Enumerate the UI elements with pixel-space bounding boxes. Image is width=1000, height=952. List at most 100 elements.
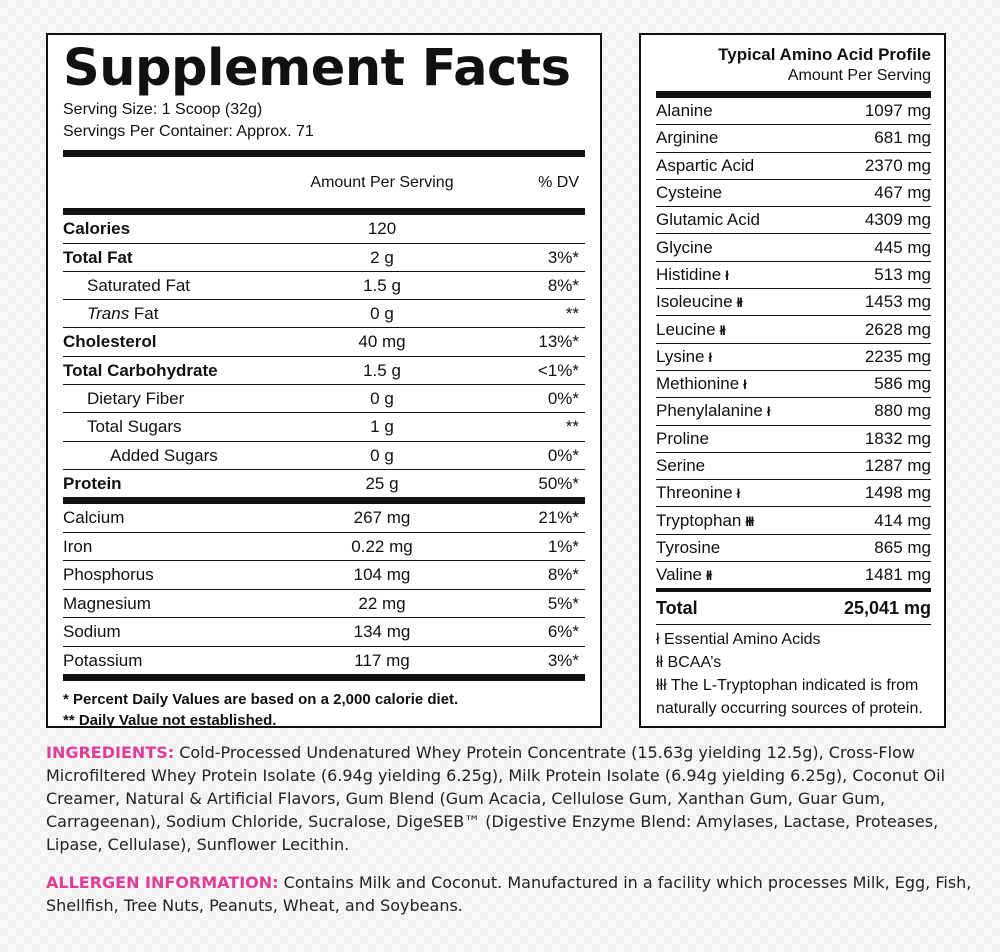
nutrient-name: Total Carbohydrate	[63, 360, 218, 380]
facts-row-added-sugars: Added Sugars 0 g 0%*	[63, 442, 585, 470]
amino-row-leucine: Leucine łł 2628 mg	[656, 316, 931, 344]
amino-total-label: Total	[656, 597, 698, 618]
nutrient-dv: **	[565, 417, 579, 436]
amino-name: Threonine ł	[656, 483, 740, 503]
amino-marker: ł	[766, 404, 771, 420]
amino-value: 4309 mg	[864, 210, 931, 230]
amino-row-proline: Proline 1832 mg	[656, 426, 931, 453]
nutrient-amount: 25 g	[365, 473, 399, 493]
note-bcaa: łł BCAA’s	[656, 654, 722, 672]
nutrient-amount: 0 g	[370, 303, 394, 323]
amino-row-phenylalanine: Phenylalanine ł 880 mg	[656, 398, 931, 426]
amino-row-alanine: Alanine 1097 mg	[656, 98, 931, 126]
facts-row-total-sugars: Total Sugars 1 g **	[63, 413, 585, 442]
nutrient-dv: 0%*	[547, 388, 579, 408]
amino-name: Histidine ł	[656, 264, 729, 284]
amino-marker: łł	[706, 568, 712, 584]
amino-row-tryptophan: Tryptophan łłł 414 mg	[656, 507, 931, 535]
nutrient-amount: 40 mg	[358, 332, 406, 351]
facts-row-total-carbohydrate: Total Carbohydrate 1.5 g <1%*	[63, 357, 585, 385]
amino-value: 586 mg	[874, 374, 931, 394]
mineral-dv: 1%*	[547, 536, 579, 556]
amino-value: 865 mg	[874, 537, 931, 557]
facts-row-cholesterol: Cholesterol 40 mg 13%*	[63, 328, 585, 357]
footnotes: * Percent Daily Values are based on a 2,…	[63, 681, 585, 731]
nutrient-name: Dietary Fiber	[87, 388, 185, 408]
mineral-row: Magnesium 22 mg 5%*	[63, 590, 585, 618]
amino-value: 1498 mg	[864, 483, 931, 503]
mineral-amount: 22 mg	[358, 593, 406, 613]
amino-name: Tryptophan łłł	[656, 510, 754, 530]
nutrient-name: Calories	[63, 219, 131, 238]
nutrient-dv: 0%*	[547, 445, 579, 465]
amino-value: 2370 mg	[864, 155, 931, 175]
nutrient-dv: <1%*	[537, 360, 579, 380]
servings-per-container: Servings Per Container: Approx. 71	[63, 123, 314, 140]
ingredients-label: INGREDIENTS:	[46, 743, 175, 762]
amino-value: 513 mg	[874, 264, 931, 284]
mineral-name: Iron	[63, 536, 93, 556]
amino-row-isoleucine: Isoleucine łł 1453 mg	[656, 289, 931, 317]
nutrient-amount: 2 g	[370, 247, 394, 267]
amino-name: Methionine ł	[656, 374, 747, 394]
allergen-label: ALLERGEN INFORMATION:	[46, 873, 279, 892]
amino-marker: ł	[743, 377, 747, 393]
amino-value: 1287 mg	[864, 456, 931, 475]
nutrient-dv: 3%*	[547, 247, 579, 267]
dv-header: % DV	[538, 173, 579, 191]
amino-marker: łł	[736, 295, 743, 311]
facts-row-dietary-fiber: Dietary Fiber 0 g 0%*	[63, 385, 585, 413]
amino-acid-list: Alanine 1097 mg Arginine 681 mg Aspartic Aci…	[656, 98, 931, 590]
amino-value: 2628 mg	[864, 319, 931, 339]
amino-profile-title: Typical Amino Acid Profile	[718, 45, 931, 64]
thick-divider	[63, 208, 585, 215]
nutrient-dv: 50%*	[538, 473, 579, 493]
amino-name: Isoleucine łł	[656, 292, 743, 312]
facts-row-trans-fat: Trans Fat 0 g **	[63, 300, 585, 328]
amino-row-serine: Serine 1287 mg	[656, 453, 931, 481]
amino-row-arginine: Arginine 681 mg	[656, 125, 931, 153]
supplement-facts-title: Supplement Facts	[63, 39, 571, 98]
amino-name: Aspartic Acid	[656, 155, 755, 175]
mineral-name: Magnesium	[63, 593, 151, 613]
facts-row-protein: Protein 25 g 50%*	[63, 470, 585, 497]
amino-name: Serine	[656, 456, 706, 475]
amino-value: 1453 mg	[864, 292, 931, 312]
footnote-daily-values: * Percent Daily Values are based on a 2,…	[63, 691, 459, 708]
mineral-dv: 21%*	[538, 508, 579, 527]
amino-name: Leucine łł	[656, 319, 726, 339]
nutrient-amount: 0 g	[370, 445, 394, 465]
nutrient-amount: 120	[367, 219, 397, 238]
amino-row-histidine: Histidine ł 513 mg	[656, 262, 931, 290]
mineral-name: Potassium	[63, 650, 143, 670]
thick-divider	[656, 588, 931, 593]
mineral-row: Sodium 134 mg 6%*	[63, 618, 585, 647]
nutrient-name: Total Sugars	[87, 417, 182, 436]
amino-total-value: 25,041 mg	[843, 597, 931, 618]
mineral-name: Calcium	[63, 508, 125, 527]
amino-name: Valine łł	[656, 565, 712, 585]
amino-name: Lysine ł	[656, 346, 712, 366]
facts-row-total-fat: Total Fat 2 g 3%*	[63, 244, 585, 272]
note-tryptophan: łłł The L-Tryptophan indicated is from	[656, 677, 919, 695]
amount-per-serving-header: Amount Per Serving	[310, 173, 454, 191]
mineral-name: Sodium	[63, 622, 121, 641]
mineral-row: Iron 0.22 mg 1%*	[63, 533, 585, 561]
mineral-dv: 6%*	[547, 622, 579, 641]
amino-row-glutamic-acid: Glutamic Acid 4309 mg	[656, 207, 931, 235]
amino-name: Alanine	[656, 101, 713, 121]
nutrient-name: Total Fat	[63, 247, 133, 267]
mineral-row: Calcium 267 mg 21%*	[63, 504, 585, 533]
thick-divider	[63, 497, 585, 504]
thick-divider	[63, 150, 585, 157]
nutrient-name: Protein	[63, 473, 122, 493]
amino-name: Proline	[656, 428, 709, 448]
amino-row-threonine: Threonine ł 1498 mg	[656, 480, 931, 508]
amino-name: Phenylalanine ł	[656, 401, 771, 421]
amino-name: Glycine	[656, 237, 713, 257]
amino-name: Arginine	[656, 128, 719, 148]
amino-value: 880 mg	[874, 401, 931, 421]
amino-acid-profile-panel: Typical Amino Acid Profile Amount Per Se…	[639, 33, 946, 728]
facts-header-row: Amount Per Serving % DV	[63, 157, 585, 208]
amino-row-methionine: Methionine ł 586 mg	[656, 371, 931, 399]
